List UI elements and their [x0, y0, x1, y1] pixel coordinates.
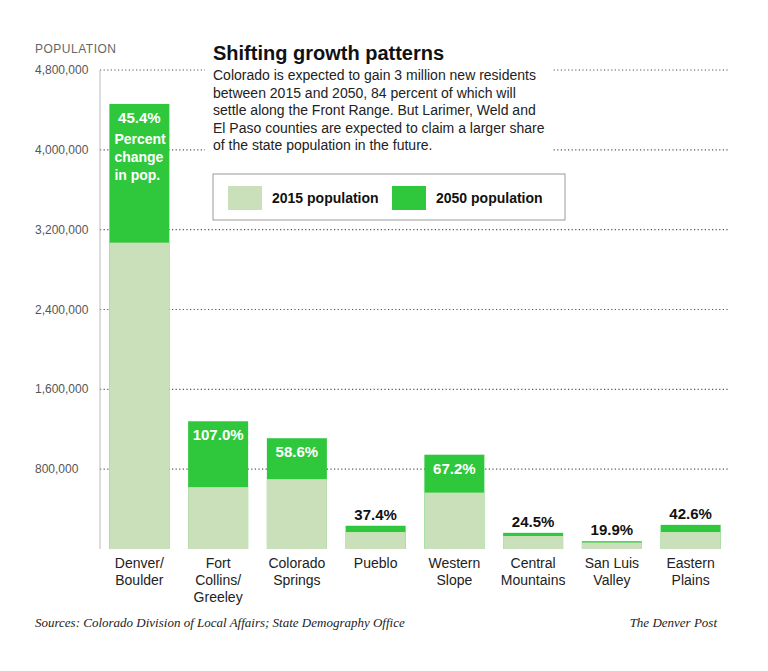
grid [100, 70, 730, 469]
title: Shifting growth patterns [213, 42, 444, 64]
grid-line [100, 389, 730, 390]
text-line: Colorado [268, 555, 325, 571]
bar [267, 438, 327, 549]
text-line: Percent [114, 131, 166, 147]
y-tick-label: 800,000 [35, 462, 79, 476]
text-line: Slope [436, 572, 472, 588]
percent-change-label: 67.2% [433, 460, 476, 477]
text-line: Denver/ [115, 555, 164, 571]
text-line: Greeley [194, 589, 243, 605]
bar [582, 543, 642, 549]
bars [109, 104, 720, 549]
text-line: Pueblo [354, 555, 398, 571]
text-line: Plains [672, 572, 710, 588]
category-label: ColoradoSprings [268, 555, 325, 588]
y-axis-label: POPULATION [35, 42, 116, 56]
percent-change-label: 107.0% [193, 426, 244, 443]
source: Sources: Colorado Division of Local Affa… [35, 615, 405, 630]
legend-frame [213, 174, 565, 220]
category-label: FortCollins/Greeley [194, 555, 243, 605]
bar [661, 525, 721, 549]
percent-change-note: Percent change in pop. [114, 131, 166, 183]
grid-line [100, 229, 730, 230]
category-label: CentralMountains [501, 555, 566, 588]
legend: 2015 population 2050 population [213, 174, 565, 220]
text-line: Springs [273, 572, 320, 588]
bar [582, 541, 642, 549]
category-label: Pueblo [354, 555, 398, 571]
bar [503, 536, 563, 549]
bar [109, 104, 169, 549]
text-line: Valley [593, 572, 630, 588]
text-line: of the state population in the future. [213, 137, 433, 153]
bar [661, 532, 721, 549]
subtitle: Colorado is expected to gain 3 million n… [213, 67, 545, 153]
text-line: San Luis [585, 555, 639, 571]
y-tick-label: 1,600,000 [35, 382, 89, 396]
bar [503, 533, 563, 549]
text-line: Western [428, 555, 480, 571]
text-line: Collins/ [195, 572, 241, 588]
percent-change-label: 37.4% [354, 506, 397, 523]
percent-change-label: 45.4% [118, 109, 161, 126]
text-line: Colorado is expected to gain 3 million n… [213, 67, 536, 83]
bar [424, 493, 484, 549]
text-line: Mountains [501, 572, 566, 588]
percent-change-label: 42.6% [669, 505, 712, 522]
bar [188, 487, 248, 549]
y-tick-label: 4,000,000 [35, 143, 89, 157]
bar [346, 526, 406, 549]
chart: POPULATION 800,000 1,600,000 2,400,000 3,200… [0, 0, 768, 671]
legend-label: 2015 population [272, 190, 379, 206]
category-label: San LuisValley [585, 555, 639, 588]
grid-line [100, 309, 730, 310]
legend-swatch [228, 186, 262, 210]
percent-change-label: 58.6% [276, 443, 319, 460]
legend-label: 2050 population [436, 190, 543, 206]
category-label: Denver/Boulder [115, 555, 164, 588]
subtitle-background [205, 64, 553, 156]
text-line: settle along the Front Range. But Larime… [213, 102, 536, 118]
text-line: Fort [206, 555, 231, 571]
bar [346, 532, 406, 549]
labels: 45.4% Percent change in pop. 107.0% 58.6% 37.4… [114, 109, 712, 538]
text-line: El Paso counties are expected to claim a… [213, 120, 545, 136]
y-tick-label: 2,400,000 [35, 303, 89, 317]
text-line: in pop. [114, 167, 160, 183]
percent-change-label: 19.9% [591, 521, 634, 538]
category-label: WesternSlope [428, 555, 480, 588]
bar [424, 455, 484, 549]
credit: The Denver Post [630, 615, 718, 630]
text-line: Central [511, 555, 556, 571]
bar [188, 421, 248, 549]
text-line: Eastern [667, 555, 715, 571]
percent-change-label: 24.5% [512, 513, 555, 530]
legend-swatch [392, 186, 426, 210]
text-line: between 2015 and 2050, 84 percent of whi… [213, 85, 516, 101]
y-axis-line [100, 70, 101, 549]
y-tick-label: 3,200,000 [35, 223, 89, 237]
bar [267, 479, 327, 549]
y-tick-label: 4,800,000 [35, 63, 89, 77]
text-line: change [114, 149, 163, 165]
category-label: EasternPlains [667, 555, 715, 588]
text-line: Boulder [115, 572, 164, 588]
background [0, 0, 768, 671]
bar [109, 243, 169, 549]
